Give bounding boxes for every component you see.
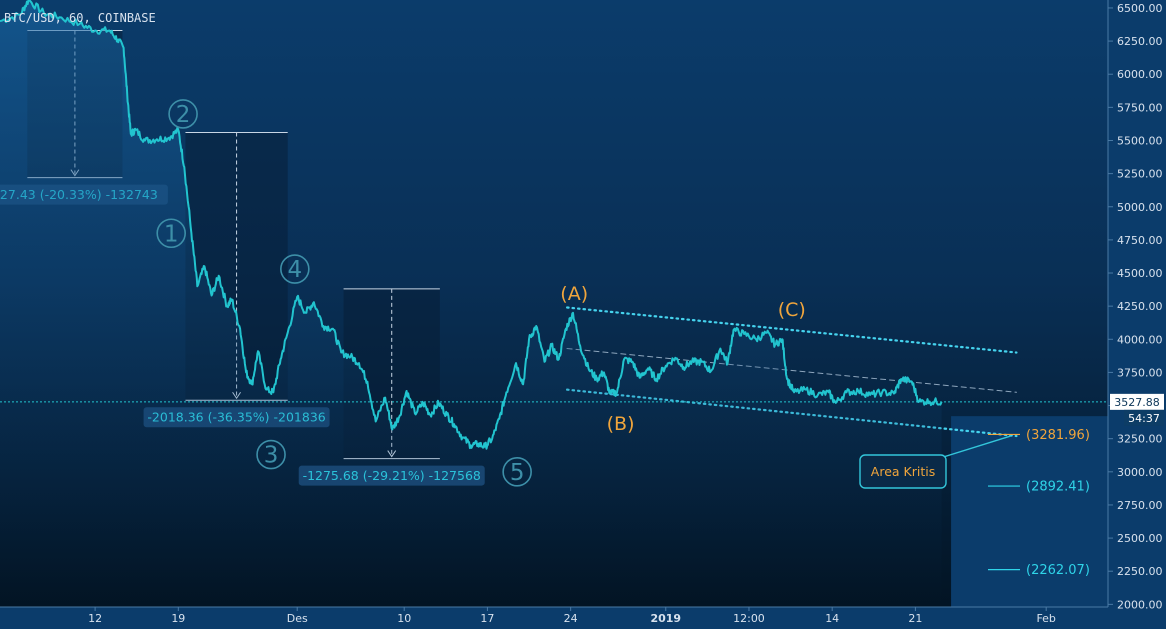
y-tick-label: 4250.00 xyxy=(1117,300,1163,313)
wave-label-layer: 1 2 3 4 5 (A) (B) (C) xyxy=(156,99,806,487)
x-tick-label: 12:00 xyxy=(733,612,765,625)
y-tick-label: 5000.00 xyxy=(1117,201,1163,214)
channel-upper-line xyxy=(565,306,1018,354)
y-tick-label: 2750.00 xyxy=(1117,499,1163,512)
y-tick-label: 3250.00 xyxy=(1117,433,1163,446)
y-tick-label: 4750.00 xyxy=(1117,234,1163,247)
price-line[interactable] xyxy=(0,0,943,450)
annotation-box xyxy=(859,454,947,489)
y-tick-label: 6250.00 xyxy=(1117,35,1163,48)
annotation-label: Area Kritis xyxy=(871,464,935,479)
x-tick-label: 12 xyxy=(88,612,102,625)
target-label: (3281.96) xyxy=(1026,428,1090,443)
wave-label: (C) xyxy=(778,299,806,321)
channel-middle-line xyxy=(566,348,1017,393)
current-price-label: 3527.88 xyxy=(1114,396,1160,409)
countdown-label: 54:37 xyxy=(1128,412,1160,425)
x-tick-label: 17 xyxy=(480,612,494,625)
wave-label: 5 xyxy=(510,460,525,486)
x-tick-label: 19 xyxy=(171,612,185,625)
current-price-bg xyxy=(1110,393,1164,410)
wave-circle xyxy=(168,99,198,129)
price-area-fill xyxy=(0,0,942,607)
y-tick-label: 4000.00 xyxy=(1117,333,1163,346)
wave-circle xyxy=(502,457,532,487)
y-tick-label: 2000.00 xyxy=(1117,598,1163,611)
x-axis-panel xyxy=(0,607,1166,629)
wave-label: (A) xyxy=(560,283,588,305)
y-tick-label: 2500.00 xyxy=(1117,532,1163,545)
countdown-bg xyxy=(1124,409,1164,426)
wave-circle xyxy=(256,439,286,470)
wave-label: 4 xyxy=(288,257,303,283)
x-tick-label: 24 xyxy=(564,612,578,625)
y-tick-label: 5500.00 xyxy=(1117,134,1163,147)
y-tick-label: 6500.00 xyxy=(1117,2,1163,15)
y-tick-label: 3750.00 xyxy=(1117,366,1163,379)
x-tick-label: 10 xyxy=(397,612,411,625)
y-axis-panel xyxy=(1108,0,1166,607)
target-label: (2892.41) xyxy=(1026,480,1090,495)
y-tick-label: 5250.00 xyxy=(1117,168,1163,181)
wave-label: 1 xyxy=(164,221,179,247)
x-axis: 12 19 Des 10 17 24 2019 12:00 14 21 Feb xyxy=(88,607,1056,625)
wave-label: 3 xyxy=(264,443,279,469)
wave-circle xyxy=(280,254,310,284)
symbol-label: BTC/USD, 60, COINBASE xyxy=(4,11,156,25)
y-tick-label: 6000.00 xyxy=(1117,68,1163,81)
x-tick-label: 2019 xyxy=(650,612,681,625)
wave-label: 2 xyxy=(176,102,191,128)
target-layer: (3281.96) (2892.41) (2262.07) xyxy=(988,428,1090,578)
y-tick-label: 3000.00 xyxy=(1117,466,1163,479)
x-tick-label: 21 xyxy=(908,612,922,625)
x-tick-label: 14 xyxy=(825,612,839,625)
current-price-tag: 3527.88 54:37 xyxy=(1110,393,1164,426)
target-label: (2262.07) xyxy=(1026,563,1090,578)
wave-circle xyxy=(156,218,186,249)
x-tick-label: Des xyxy=(287,612,308,625)
future-region xyxy=(951,416,1108,607)
x-tick-label: Feb xyxy=(1036,612,1055,625)
annotation-layer: Area Kritis xyxy=(859,435,1011,489)
y-tick-label: 4500.00 xyxy=(1117,267,1163,280)
y-tick-label: 5750.00 xyxy=(1117,101,1163,114)
wave-label: (B) xyxy=(607,413,635,435)
y-tick-label: 2250.00 xyxy=(1117,565,1163,578)
